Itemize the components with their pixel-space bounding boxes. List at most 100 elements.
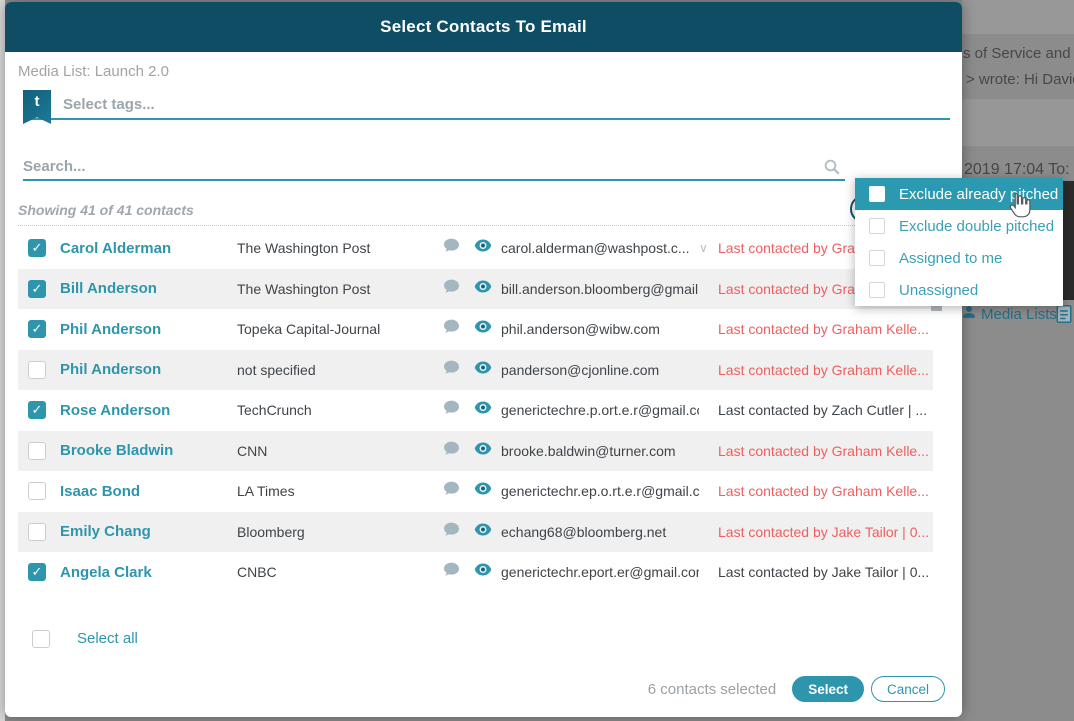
contact-name: Rose Anderson: [60, 401, 171, 419]
select-contacts-modal: Select Contacts To Email Media List: Lau…: [5, 2, 962, 717]
contact-last-contacted: Last contacted by Jake Tailor | 0...: [718, 523, 930, 540]
filter-menu-label: Exclude already pitched: [899, 185, 1059, 203]
contact-email: generictechre.p.ort.e.r@gmail.com: [501, 402, 699, 419]
background-media-lists-link: Media Lists: [962, 305, 1057, 323]
contact-last-contacted: Last contacted by Graham Kelle...: [718, 361, 929, 378]
contact-row: ✓ Phil Anderson Topeka Capital-Journal p…: [18, 309, 933, 350]
contact-email: generictechr.eport.er@gmail.com: [501, 564, 699, 581]
contact-checkbox[interactable]: ✓: [28, 563, 46, 582]
contact-name: Phil Anderson: [60, 361, 162, 379]
contact-name: Angela Clark: [60, 563, 152, 581]
filter-menu-checkbox[interactable]: [869, 186, 885, 202]
eye-preview-icon[interactable]: [474, 361, 501, 379]
eye-preview-icon[interactable]: [474, 280, 501, 298]
comment-bubble-icon[interactable]: [443, 360, 474, 380]
contact-email: phil.anderson@wibw.com: [501, 321, 660, 338]
contact-row: ✓ Bill Anderson The Washington Post bill…: [18, 268, 933, 309]
background-dark-panel: [1062, 181, 1074, 300]
filter-menu-label: Assigned to me: [899, 249, 1003, 267]
email-chevron-icon[interactable]: ∨: [699, 241, 708, 256]
filter-menu-item[interactable]: Assigned to me: [855, 242, 1063, 274]
background-text-line: > wrote: Hi David,: [966, 71, 1074, 88]
contact-checkbox[interactable]: ✓: [28, 522, 46, 541]
contact-checkbox[interactable]: ✓: [28, 482, 46, 501]
contact-name: Carol Alderman: [60, 239, 172, 257]
tag-icon: t: [23, 90, 51, 124]
contact-outlet: TechCrunch: [237, 402, 312, 419]
showing-count-text: Showing 41 of 41 contacts: [18, 202, 933, 226]
select-button[interactable]: Select: [792, 676, 864, 702]
filter-menu-item[interactable]: Exclude double pitched: [855, 210, 1063, 242]
contact-email: bill.anderson.bloomberg@gmail....: [501, 280, 699, 297]
contact-name: Emily Chang: [60, 523, 151, 541]
contact-outlet: CNBC: [237, 564, 277, 581]
comment-bubble-icon[interactable]: [443, 279, 474, 299]
contact-name: Brooke Bladwin: [60, 442, 174, 460]
contact-row: ✓ Angela Clark CNBC generictechr.eport.e…: [18, 552, 933, 593]
contact-row: ✓ Phil Anderson not specified panderson@…: [18, 349, 933, 390]
search-input[interactable]: [23, 158, 599, 175]
media-list-label: Media List: Launch 2.0: [18, 63, 169, 80]
contact-last-contacted: Last contacted by Jake Tailor | 0...: [718, 564, 930, 581]
contact-outlet: LA Times: [237, 483, 295, 500]
contact-row: ✓ Brooke Bladwin CNN brooke.baldwin@turn…: [18, 430, 933, 471]
person-icon: [962, 305, 976, 323]
contact-email: echang68@bloomberg.net: [501, 523, 667, 540]
eye-preview-icon[interactable]: [474, 442, 501, 460]
search-icon: [823, 158, 841, 181]
contact-checkbox[interactable]: ✓: [28, 401, 46, 420]
selected-count-text: 6 contacts selected: [647, 680, 777, 698]
contact-last-contacted: Last contacted by Graham Kelle...: [718, 321, 929, 338]
contact-checkbox[interactable]: ✓: [28, 320, 46, 339]
eye-preview-icon[interactable]: [474, 239, 501, 257]
select-all-row: Select all: [22, 629, 945, 648]
comment-bubble-icon[interactable]: [443, 522, 474, 542]
eye-preview-icon[interactable]: [474, 523, 501, 541]
contact-last-contacted: Last contacted by Zach Cutler | ...: [718, 402, 928, 419]
contact-outlet: Topeka Capital-Journal: [237, 321, 381, 338]
contact-outlet: The Washington Post: [237, 280, 371, 297]
comment-bubble-icon[interactable]: [443, 562, 474, 582]
select-tags-input[interactable]: [63, 96, 712, 113]
tags-field: t: [23, 90, 950, 124]
filter-menu-checkbox[interactable]: [869, 218, 885, 234]
eye-preview-icon[interactable]: [474, 320, 501, 338]
filter-menu-label: Unassigned: [899, 281, 979, 299]
background-panel: [962, 99, 1074, 146]
eye-preview-icon[interactable]: [474, 401, 501, 419]
contact-last-contacted: Last contacted by Graham Kelle...: [718, 483, 929, 500]
contact-email: panderson@cjonline.com: [501, 361, 660, 378]
contact-name: Phil Anderson: [60, 320, 162, 338]
search-field: [23, 154, 845, 181]
contact-row: ✓ Isaac Bond LA Times generictechr.ep.o.…: [18, 471, 933, 512]
contact-checkbox[interactable]: ✓: [28, 279, 46, 298]
contact-outlet: not specified: [237, 361, 316, 378]
filter-menu-checkbox[interactable]: [869, 282, 885, 298]
comment-bubble-icon[interactable]: [443, 441, 474, 461]
comment-bubble-icon[interactable]: [443, 400, 474, 420]
contact-row: ✓ Rose Anderson TechCrunch generictechre…: [18, 390, 933, 431]
contact-list: ✓ Carol Alderman The Washington Post car…: [18, 228, 933, 593]
modal-header: Select Contacts To Email: [5, 2, 962, 52]
background-page-edge: [0, 0, 5, 721]
contact-row: ✓ Carol Alderman The Washington Post car…: [18, 228, 933, 269]
contact-checkbox[interactable]: ✓: [28, 360, 46, 379]
filter-menu-checkbox[interactable]: [869, 250, 885, 266]
comment-bubble-icon[interactable]: [443, 238, 474, 258]
cancel-button[interactable]: Cancel: [870, 676, 945, 702]
comment-bubble-icon[interactable]: [443, 319, 474, 339]
contact-checkbox[interactable]: ✓: [28, 239, 46, 258]
select-all-checkbox[interactable]: [32, 629, 50, 648]
comment-bubble-icon[interactable]: [443, 481, 474, 501]
filter-menu-item[interactable]: Unassigned: [855, 274, 1063, 306]
media-lists-label: Media Lists: [981, 305, 1057, 323]
eye-preview-icon[interactable]: [474, 482, 501, 500]
eye-preview-icon[interactable]: [474, 563, 501, 581]
contact-outlet: Bloomberg: [237, 523, 305, 540]
filter-menu-label: Exclude double pitched: [899, 217, 1055, 235]
contact-checkbox[interactable]: ✓: [28, 441, 46, 460]
mouse-cursor-hand-icon: [1005, 190, 1032, 225]
contact-name: Bill Anderson: [60, 280, 157, 298]
contact-email: carol.alderman@washpost.c...: [501, 240, 690, 257]
contact-email: generictechr.ep.o.rt.e.r@gmail.com: [501, 483, 699, 500]
